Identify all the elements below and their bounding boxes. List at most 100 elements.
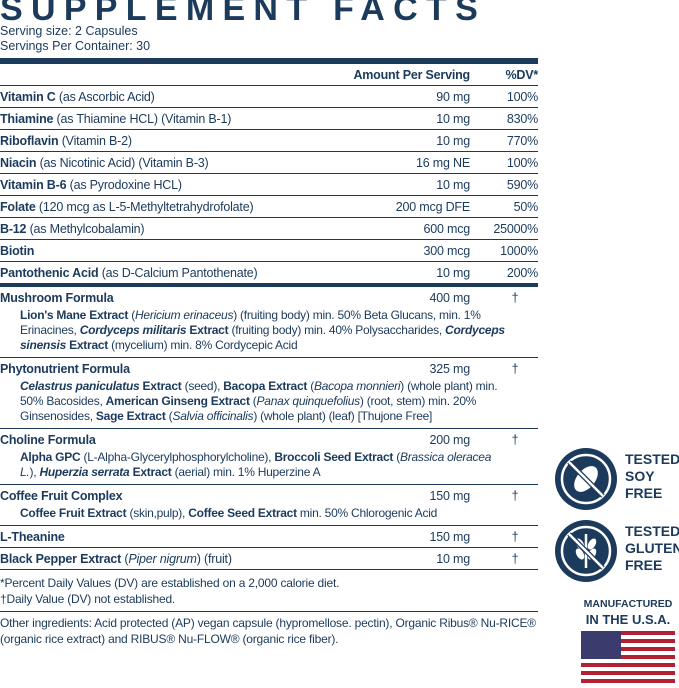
supplement-facts: SUPPLEMENT FACTS Serving size: 2 Capsule… — [0, 0, 538, 647]
text-segment: ( — [121, 551, 129, 566]
text-segment: Extract — [139, 379, 182, 393]
amount: 200 mcg DFE — [395, 199, 470, 214]
amount: 10 mg — [436, 133, 470, 148]
nutrient-name: L-Theanine — [0, 530, 340, 544]
text-segment: ( — [307, 379, 314, 393]
daily-value: 100% — [506, 155, 538, 170]
text-segment: Coffee Fruit Extract — [20, 506, 127, 520]
text-segment: Broccoli Seed Extract — [274, 450, 394, 464]
nutrient-name: Black Pepper Extract (Piper nigrum) (fru… — [0, 552, 340, 566]
text-segment: (L-Alpha-Glycerylphosphorylcholine), — [80, 450, 275, 464]
badge-line: TESTED — [625, 451, 679, 467]
text-segment: ( — [393, 450, 400, 464]
text-segment: Choline Formula — [0, 432, 96, 447]
nutrient-row: Black Pepper Extract (Piper nigrum) (fru… — [0, 548, 538, 569]
text-segment: Salvia officinalis — [172, 409, 254, 423]
text-segment: Cordyceps sinensis — [20, 323, 505, 352]
daily-value: † — [511, 488, 519, 503]
text-segment: ) (fruit) — [196, 551, 232, 566]
nutrient-row: Vitamin C (as Ascorbic Acid) 90 mg 100% — [0, 86, 538, 108]
amount: 600 mcg — [423, 221, 470, 236]
daily-value: 25000% — [493, 221, 538, 236]
text-segment: Mushroom Formula — [0, 290, 114, 305]
formula: L-Theanine 150 mg † — [0, 526, 538, 548]
nutrient-row: Riboflavin (Vitamin B-2) 10 mg 770% — [0, 130, 538, 152]
text-segment: Alpha GPC — [20, 450, 81, 464]
daily-value: 200% — [506, 265, 538, 280]
text-segment: Hericium erinaceus — [134, 308, 234, 322]
text-segment: (skin,pulp), — [126, 506, 189, 520]
text-segment: Vitamin B-6 — [0, 177, 67, 192]
text-segment: (fruiting body) min. 40% Polysaccharides… — [228, 323, 446, 337]
amount: 90 mg — [436, 89, 470, 104]
column-label: %DV* — [505, 67, 538, 82]
text-segment: Riboflavin — [0, 133, 59, 148]
nutrient-row: Vitamin B-6 (as Pyrodoxine HCL) 10 mg 590% — [0, 174, 538, 196]
nutrient-row: Choline Formula 200 mg † — [0, 429, 538, 450]
nutrient-name: Biotin — [0, 244, 340, 258]
text-segment: min. 50% Chlorogenic Acid — [296, 506, 438, 520]
text-segment: Lion's Mane Extract — [20, 308, 129, 322]
text-segment: Vitamin C — [0, 89, 56, 104]
nutrient-name: B-12 (as Methylcobalamin) — [0, 222, 340, 236]
nutrient-name: Vitamin C (as Ascorbic Acid) — [0, 90, 340, 104]
text-segment: Bacopa monnieri — [313, 379, 401, 393]
formula: Choline Formula 200 mg † Alpha GPC (L-Alpha… — [0, 429, 538, 485]
nutrient-name: Phytonutrient Formula — [0, 362, 340, 376]
daily-value: † — [511, 290, 519, 305]
amount: 10 mg — [436, 111, 470, 126]
rule — [0, 58, 538, 64]
text-segment: ( — [128, 308, 135, 322]
other-ingredients: Other ingredients: Acid protected (AP) v… — [0, 611, 538, 647]
nutrient-row: Phytonutrient Formula 325 mg † — [0, 358, 538, 379]
daily-value: † — [511, 361, 519, 376]
amount: 16 mg NE — [416, 155, 470, 170]
text-segment: Extract — [129, 465, 172, 479]
formula: Phytonutrient Formula 325 mg † Celastrus pa… — [0, 358, 538, 429]
text-segment: Bacopa Extract — [223, 379, 308, 393]
nutrient-name: Thiamine (as Thiamine HCL) (Vitamin B-1) — [0, 112, 340, 126]
text-segment: ) (whole plant) min. 50% Bacosides, — [20, 379, 498, 408]
text-segment: Brassica oleracea L. — [20, 450, 492, 479]
amount: 400 mg — [429, 290, 471, 305]
text-segment: ) (fruiting body) min. 50% Beta Glucans,… — [20, 308, 481, 337]
soy-icon — [555, 448, 617, 510]
text-segment: Phytonutrient Formula — [0, 361, 130, 376]
text-segment: Extract — [66, 338, 109, 352]
daily-value: 830% — [506, 111, 538, 126]
text-segment: (as D-Calcium Pantothenate) — [98, 265, 258, 280]
badge-line: GLUTEN — [625, 540, 679, 556]
origin-line: IN THE U.S.A. — [585, 612, 671, 627]
amount: 300 mcg — [423, 243, 470, 258]
daily-value: 1000% — [500, 243, 538, 258]
text-segment: Thiamine — [0, 111, 54, 126]
text-segment: Coffee Fruit Complex — [0, 488, 123, 503]
text-segment: (as Methylcobalamin) — [26, 221, 145, 236]
amount: 10 mg — [436, 265, 470, 280]
formula-description: Lion's Mane Extract (Hericium erinaceus)… — [0, 308, 538, 357]
daily-value: 50% — [513, 199, 539, 214]
amount: 10 mg — [436, 551, 470, 566]
formula-description: Alpha GPC (L-Alpha-Glycerylphosphorylcho… — [0, 450, 538, 484]
badge-line: TESTED — [625, 523, 679, 539]
serving-size: Serving size: 2 Capsules — [0, 24, 138, 38]
text-segment: Celastrus paniculatus — [20, 379, 140, 393]
amount: 150 mg — [429, 529, 471, 544]
footnotes: *Percent Daily Values (DV) are establish… — [0, 575, 538, 607]
daily-value: † — [511, 432, 519, 447]
nutrient-name: Choline Formula — [0, 433, 340, 447]
text-segment: (mycelium) min. 8% Cordycepic Acid — [108, 338, 298, 352]
nutrient-row: Folate (120 mcg as L-5-Methyltetrahydrof… — [0, 196, 538, 218]
daily-value: 100% — [506, 89, 538, 104]
nutrient-row: Niacin (as Nicotinic Acid) (Vitamin B-3)… — [0, 152, 538, 174]
nutrient-row: Coffee Fruit Complex 150 mg † — [0, 485, 538, 506]
text-segment: Niacin — [0, 155, 37, 170]
origin-line: MANUFACTURED — [583, 598, 673, 610]
text-segment: (as Nicotinic Acid) (Vitamin B-3) — [36, 155, 209, 170]
text-segment: (seed), — [181, 379, 224, 393]
nutrient-name: Pantothenic Acid (as D-Calcium Pantothen… — [0, 266, 340, 280]
text-segment: American Ginseng Extract — [105, 394, 250, 408]
text-segment: Coffee Seed Extract — [188, 506, 297, 520]
nutrient-row: Thiamine (as Thiamine HCL) (Vitamin B-1)… — [0, 108, 538, 130]
text-segment: ( — [249, 394, 257, 408]
